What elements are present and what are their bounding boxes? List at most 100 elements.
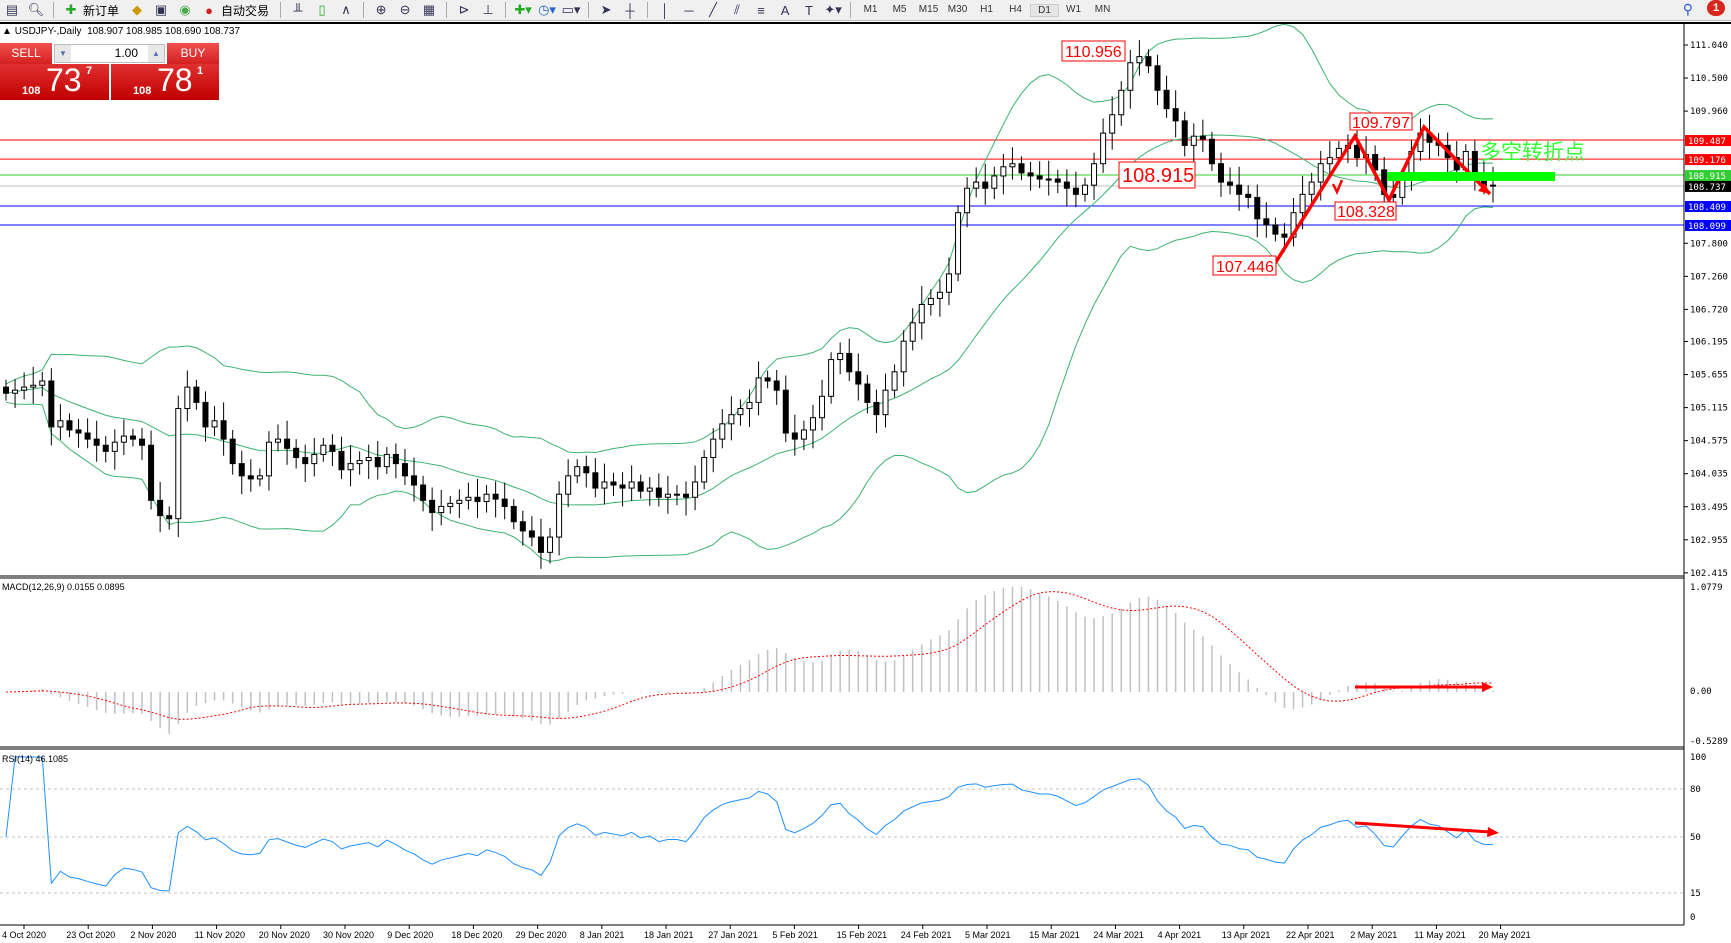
candle-bull — [918, 303, 925, 324]
candle-bull — [991, 175, 998, 189]
candle — [1163, 75, 1170, 118]
periods-icon[interactable]: ◷▾ — [538, 2, 556, 17]
sell-price-box[interactable]: 108 73 7 — [0, 62, 109, 100]
notification-badge[interactable]: 1 — [1707, 0, 1725, 16]
auto-trading-icon[interactable]: ● — [205, 2, 213, 18]
candle — [1063, 169, 1070, 207]
candle — [991, 166, 998, 200]
equidistant-channel-icon[interactable]: ⫽ — [734, 2, 740, 17]
chart-shift-icon[interactable]: ⊥ — [482, 2, 494, 17]
candle — [202, 391, 209, 442]
cursor-icon[interactable]: ➤ — [600, 2, 612, 17]
candle — [782, 375, 789, 443]
candle-bear — [392, 453, 399, 465]
timeframe-m5[interactable]: M5 — [892, 3, 907, 15]
timeframe-h4[interactable]: H4 — [1009, 3, 1022, 15]
candle — [238, 450, 245, 495]
gold-icon[interactable]: ◆ — [132, 2, 143, 17]
candle — [465, 482, 472, 510]
document-icon[interactable]: ▤ — [5, 2, 19, 17]
fibonacci-icon[interactable]: ≡ — [757, 2, 765, 18]
candle — [356, 451, 363, 475]
candle — [193, 379, 200, 410]
auto-scroll-icon[interactable]: ⊳ — [458, 2, 470, 17]
auto-trading-button[interactable]: 自动交易 — [221, 3, 270, 18]
candle-bull — [265, 441, 272, 477]
candle-bear — [93, 438, 100, 446]
zoom-doc-icon[interactable]: 🔍︎ — [27, 2, 45, 17]
zoom-out-icon[interactable]: ⊖ — [399, 2, 411, 17]
candle — [93, 420, 100, 462]
macd-arrow-head-icon — [1482, 682, 1493, 692]
candle — [692, 465, 699, 511]
macd-axis-label: 0.00 — [1690, 687, 1712, 697]
lot-increase-icon[interactable]: ▲ — [148, 45, 164, 62]
candle — [429, 487, 436, 531]
candle-bear — [1263, 218, 1270, 226]
timeframe-m1[interactable]: M1 — [863, 3, 878, 15]
toolbar-separator — [505, 2, 507, 18]
candle-bull — [1091, 163, 1098, 186]
candle — [846, 338, 853, 381]
horizontal-line-icon[interactable]: ─ — [684, 2, 694, 18]
timeframe-w1[interactable]: W1 — [1066, 3, 1082, 15]
candle — [66, 413, 73, 438]
symbol-label: USDJPY-,Daily — [14, 26, 82, 37]
candle-bull — [438, 505, 445, 514]
vertical-line-icon[interactable]: │ — [660, 2, 670, 18]
market-watch-icon[interactable]: ▣ — [154, 2, 168, 17]
toolbar-separator — [647, 2, 649, 18]
candle-bear — [1254, 196, 1261, 220]
price-tag-label: 108.409 — [1688, 203, 1726, 213]
timeframe-m30[interactable]: M30 — [947, 3, 968, 15]
new-order-icon[interactable]: ✚ — [65, 2, 77, 17]
rsi-line — [5, 756, 1494, 892]
line-chart-icon[interactable]: ∧ — [341, 2, 351, 17]
timeframe-d1[interactable]: D1 — [1030, 3, 1060, 17]
candle — [1127, 49, 1134, 109]
lot-size-input[interactable]: ▼ 1.00 ▲ — [54, 44, 165, 63]
bar-chart-icon[interactable]: ╨ — [293, 2, 303, 18]
timeframe-h1[interactable]: H1 — [980, 3, 993, 15]
chart-title: ▲ USDJPY-,Daily 108.907 108.985 108.690 … — [2, 26, 241, 37]
signal-icon[interactable]: ◉ — [179, 2, 191, 17]
candle — [683, 481, 690, 516]
candle — [828, 352, 835, 404]
buy-button[interactable]: BUY — [167, 43, 219, 64]
candlestick-icon[interactable]: ▯ — [318, 2, 326, 17]
arrows-icon[interactable]: ✦▾ — [824, 2, 842, 17]
candle-bull — [365, 456, 372, 462]
candle — [646, 477, 653, 506]
candle-bull — [30, 384, 37, 388]
candle-bull — [664, 493, 671, 498]
text-label-icon[interactable]: T — [805, 2, 813, 18]
trendline-icon[interactable]: ╱ — [709, 2, 717, 17]
date-axis-label: 15 Mar 2021 — [1029, 930, 1080, 940]
candle-bear — [683, 493, 690, 498]
candle-bull — [383, 453, 390, 468]
svg-text:110.956: 110.956 — [1065, 44, 1122, 61]
new-order-button[interactable]: 新订单 — [83, 3, 120, 18]
timeframe-m15[interactable]: M15 — [918, 3, 939, 15]
candle — [129, 428, 136, 447]
indicators-icon[interactable]: ✚▾ — [514, 2, 532, 17]
crosshair-icon[interactable]: ┼ — [625, 2, 635, 18]
search-icon[interactable]: ⚲ — [1682, 1, 1693, 17]
tile-windows-icon[interactable]: ▦ — [422, 2, 436, 17]
candle-bear — [338, 450, 345, 471]
toolbar: ▤ 🔍︎ ✚ 新订单 ◆ ▣ ◉ ● 自动交易 ╨ ▯ ∧ ⊕ ⊖ ▦ ⊳ ⊥ … — [0, 0, 1731, 21]
candle-bear — [655, 487, 662, 498]
candle-bear — [537, 536, 544, 553]
timeframe-mn[interactable]: MN — [1094, 3, 1111, 15]
zoom-in-icon[interactable]: ⊕ — [375, 2, 387, 17]
date-axis-label: 11 Nov 2020 — [195, 930, 245, 940]
rsi-axis-label: 80 — [1690, 785, 1701, 795]
sell-button[interactable]: SELL — [0, 43, 52, 64]
candle-bear — [1036, 175, 1043, 180]
text-icon[interactable]: A — [780, 2, 790, 18]
candle-bull — [601, 481, 608, 489]
lot-decrease-icon[interactable]: ▼ — [55, 45, 71, 62]
buy-price-box[interactable]: 108 78 1 — [111, 62, 219, 100]
templates-icon[interactable]: ▭▾ — [561, 2, 581, 17]
